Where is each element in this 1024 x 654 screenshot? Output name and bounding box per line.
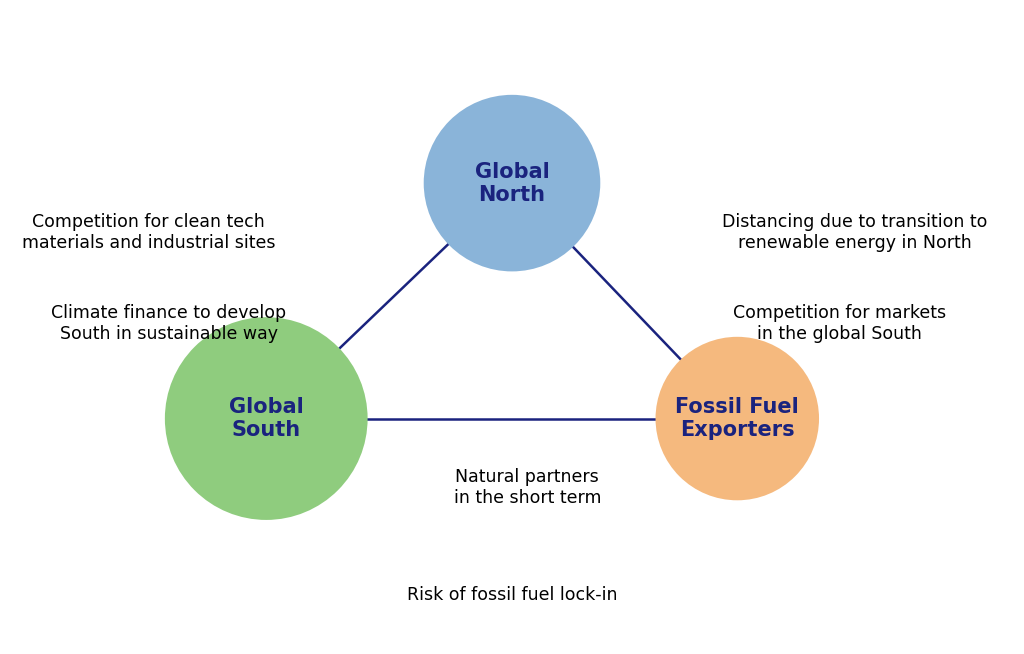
Text: Global
South: Global South (229, 397, 303, 440)
Text: Natural partners
in the short term: Natural partners in the short term (454, 468, 601, 507)
Text: Risk of fossil fuel lock-in: Risk of fossil fuel lock-in (407, 586, 617, 604)
Text: Fossil Fuel
Exporters: Fossil Fuel Exporters (676, 397, 799, 440)
Text: Climate finance to develop
South in sustainable way: Climate finance to develop South in sust… (51, 304, 287, 343)
Text: Competition for markets
in the global South: Competition for markets in the global So… (733, 304, 946, 343)
Ellipse shape (165, 317, 368, 520)
Ellipse shape (424, 95, 600, 271)
Text: Distancing due to transition to
renewable energy in North: Distancing due to transition to renewabl… (722, 213, 988, 252)
Text: Global
North: Global North (475, 162, 549, 205)
Text: Competition for clean tech
materials and industrial sites: Competition for clean tech materials and… (22, 213, 275, 252)
Ellipse shape (655, 337, 819, 500)
